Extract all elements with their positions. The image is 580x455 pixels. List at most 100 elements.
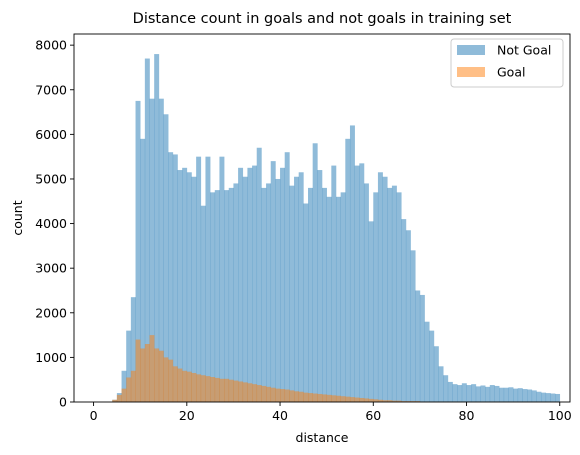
bar-not-goal-6 [121,370,127,402]
bar-not-goal-90 [513,388,519,402]
x-axis-label: distance [296,430,349,445]
bar-goal-19 [182,370,188,402]
bar-goal-9 [135,339,141,402]
bar-goal-32 [242,382,248,402]
bar-not-goal-74 [438,366,444,402]
bar-not-goal-50 [326,196,332,402]
bar-not-goal-65 [396,192,402,402]
bar-goal-30 [233,380,239,402]
bar-not-goal-57 [359,163,365,402]
bar-not-goal-15 [163,114,169,403]
legend: Not Goal Goal [450,38,564,88]
bar-goal-4 [112,399,118,402]
bar-not-goal-41 [284,152,290,402]
bar-goal-44 [298,391,304,402]
bar-not-goal-29 [228,187,234,402]
bar-goal-40 [280,389,286,402]
bar-not-goal-89 [508,387,514,402]
bar-not-goal-58 [363,183,369,402]
y-tick-label: 6000 [35,127,67,142]
bar-goal-11 [144,344,150,402]
bar-goal-12 [149,335,155,402]
bar-not-goal-83 [480,385,486,402]
bar-not-goal-63 [387,187,393,402]
legend-swatch-not-goal [457,45,485,55]
y-tick-label: 1000 [35,350,67,365]
bar-not-goal-60 [373,192,379,402]
bar-goal-50 [326,394,332,402]
bar-not-goal-95 [536,391,542,402]
bar-goal-26 [214,377,220,402]
bar-not-goal-42 [289,185,295,402]
bar-not-goal-23 [200,205,206,402]
x-tick-label: 60 [365,408,381,423]
bar-goal-49 [322,394,327,402]
bar-goal-47 [312,393,318,402]
bar-goal-31 [238,381,244,402]
bar-not-goal-84 [485,386,491,402]
bar-goal-52 [335,395,341,402]
y-tick-label: 0 [59,395,67,410]
bar-not-goal-40 [280,167,286,402]
bar-goal-39 [275,388,281,402]
bar-not-goal-33 [247,167,253,402]
bar-not-goal-32 [242,176,248,402]
bar-not-goal-47 [312,143,318,402]
bar-not-goal-78 [457,385,463,402]
bar-goal-53 [340,396,346,402]
bar-not-goal-49 [322,187,327,402]
bar-not-goal-70 [419,294,425,402]
bar-not-goal-99 [555,393,561,402]
legend-label-not-goal: Not Goal [497,43,551,58]
bar-not-goal-27 [219,156,225,402]
y-tick-label: 4000 [35,216,67,231]
bar-goal-63 [387,400,393,402]
bar-goal-29 [228,379,234,402]
bar-not-goal-37 [266,183,272,402]
bar-goal-27 [219,378,225,402]
bar-not-goal-34 [252,165,258,402]
bar-not-goal-51 [331,165,337,402]
bar-goal-22 [196,374,202,402]
bar-not-goal-73 [433,346,439,402]
bar-not-goal-28 [224,190,230,402]
bar-not-goal-43 [294,176,299,402]
bar-not-goal-11 [144,58,150,403]
bar-not-goal-38 [270,161,276,402]
bar-not-goal-76 [447,381,453,402]
x-tick-label: 20 [179,408,195,423]
bar-not-goal-26 [214,190,220,402]
bar-not-goal-17 [172,154,178,402]
bar-goal-61 [377,399,383,402]
bar-not-goal-59 [368,221,374,402]
goal-bars [112,335,561,402]
bar-not-goal-92 [522,389,528,402]
bar-not-goal-39 [275,178,281,402]
bar-not-goal-7 [126,330,132,402]
bar-goal-8 [130,370,136,402]
bar-not-goal-87 [499,387,505,402]
bar-goal-57 [359,397,365,402]
y-axis-ticks: 0 1000 2000 3000 4000 5000 6000 7000 8000 [35,38,74,410]
bar-goal-34 [252,384,258,402]
bar-goal-5 [116,394,122,402]
bar-goal-60 [373,399,379,402]
bar-not-goal-54 [345,138,351,402]
bar-not-goal-12 [149,98,155,403]
bar-not-goal-97 [545,393,551,402]
bar-not-goal-98 [550,393,556,402]
bar-goal-6 [121,388,127,402]
bar-goal-13 [154,348,160,402]
bar-not-goal-72 [429,330,435,402]
bar-goal-33 [247,383,253,402]
bar-not-goal-9 [135,100,141,402]
bar-not-goal-16 [168,152,174,402]
bar-goal-36 [261,385,267,402]
bar-goal-24 [205,376,211,402]
bar-not-goal-68 [410,250,416,402]
bar-goal-38 [270,387,276,402]
bar-not-goal-62 [382,176,388,402]
bar-goal-43 [294,391,299,402]
bar-not-goal-80 [466,385,472,402]
